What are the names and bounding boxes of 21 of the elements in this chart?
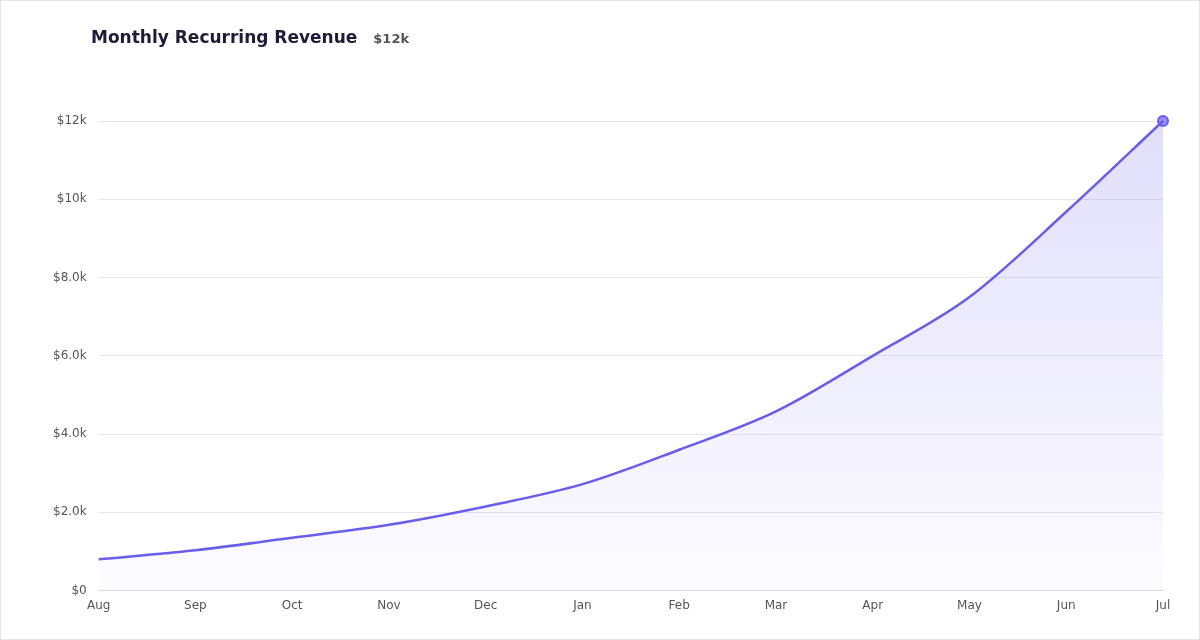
y-tick-label: $12k (56, 113, 87, 128)
x-tick-label: Feb (668, 597, 690, 612)
x-tick-label: Nov (377, 597, 401, 612)
x-tick-label: Aug (86, 597, 111, 612)
y-tick-label: $4.0k (53, 426, 87, 441)
x-tick-label: Dec (474, 597, 498, 612)
x-tick-label: Mar (764, 597, 788, 612)
x-tick-label: Jul (1154, 597, 1171, 612)
chart-subtitle: $12k (373, 31, 410, 46)
y-tick-label: $10k (56, 191, 87, 206)
x-tick-label: Oct (281, 597, 303, 612)
y-tick-label: $6.0k (53, 347, 87, 362)
x-tick-label: Jun (1055, 597, 1076, 612)
y-tick-label: $8.0k (53, 269, 87, 284)
x-tick-label: Jan (572, 597, 592, 612)
chart-title: Monthly Recurring Revenue (91, 27, 358, 47)
x-tick-label: Sep (184, 597, 207, 612)
y-tick-label: $0 (71, 582, 87, 597)
x-tick-label: May (957, 597, 982, 612)
x-tick-label: Apr (862, 597, 884, 612)
y-tick-label: $2.0k (53, 504, 87, 519)
